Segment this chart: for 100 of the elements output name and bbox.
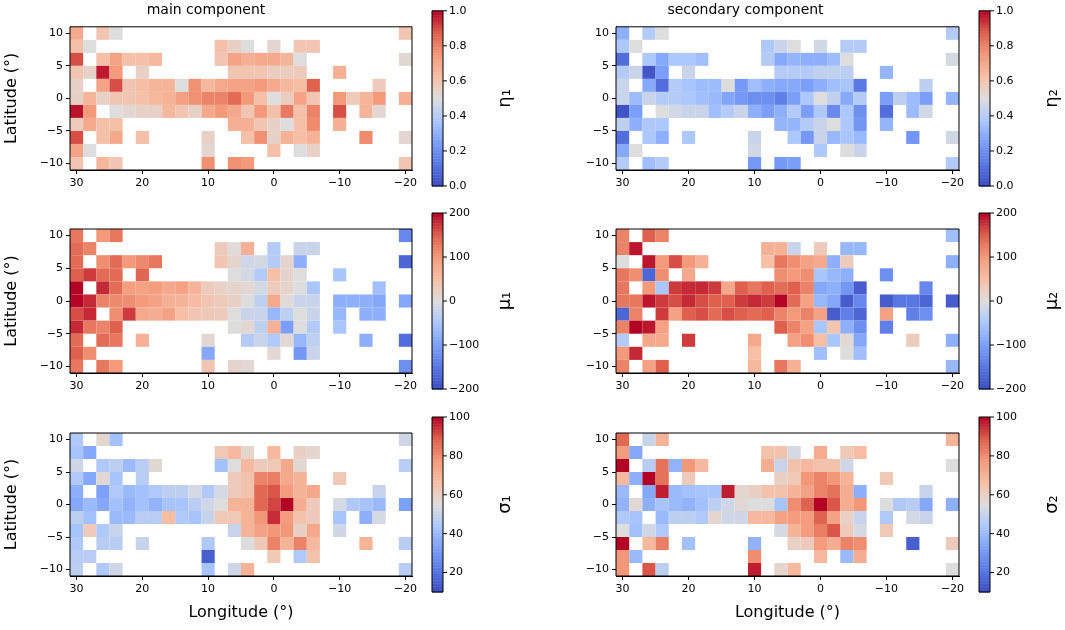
color-bar-label: 0.2 <box>449 143 467 157</box>
y-tick-label: 0 <box>602 91 609 105</box>
y-tick-label: −10 <box>39 359 63 373</box>
color-bar-label: 100 <box>996 409 1017 423</box>
y-tick-label: −5 <box>46 529 63 543</box>
y-tick-label: −10 <box>585 562 609 576</box>
color-bar-title: η₂ <box>1039 89 1061 108</box>
x-tick-label: 30 <box>69 582 84 596</box>
y-tick-label: 0 <box>602 497 609 511</box>
x-axis-title: Longitude (°) <box>188 601 294 621</box>
x-tick-label: −20 <box>940 379 965 393</box>
y-tick-label: −5 <box>592 529 609 543</box>
color-bar-title: σ₂ <box>1039 495 1061 514</box>
x-tick-label: 0 <box>270 582 278 596</box>
color-bar-title: σ₁ <box>492 495 514 514</box>
color-bar-label: −100 <box>449 337 480 351</box>
y-tick-label: 0 <box>56 91 63 105</box>
color-bar-label: 0.6 <box>996 73 1014 87</box>
y-tick-label: 10 <box>595 432 609 446</box>
x-tick-label: −10 <box>328 176 352 190</box>
color-bar-label: −200 <box>996 381 1027 395</box>
color-bar-title: μ₂ <box>1039 291 1061 311</box>
x-tick-label: 10 <box>747 176 762 190</box>
color-bar-label: 40 <box>996 526 1010 540</box>
color-bar-title: μ₁ <box>492 291 514 311</box>
color-bar-label: 100 <box>449 409 470 423</box>
color-bar-label: 0 <box>996 293 1003 307</box>
y-tick-label: 5 <box>602 464 609 478</box>
x-tick-label: −20 <box>940 176 965 190</box>
color-bar-label: 200 <box>449 205 470 219</box>
x-tick-label: −10 <box>328 582 352 596</box>
color-bar-label: 200 <box>996 205 1017 219</box>
y-tick-label: 5 <box>602 261 609 275</box>
y-tick-label: 0 <box>56 497 63 511</box>
y-tick-label: 10 <box>49 26 63 40</box>
y-tick-label: 5 <box>56 58 63 72</box>
x-tick-label: −20 <box>940 582 965 596</box>
x-tick-label: 0 <box>270 379 278 393</box>
x-tick-label: 20 <box>135 582 150 596</box>
x-tick-label: 20 <box>135 176 150 190</box>
x-tick-label: 30 <box>69 379 84 393</box>
x-tick-label: 30 <box>615 176 630 190</box>
y-axis-title: Latitude (°) <box>0 52 20 145</box>
y-tick-label: 10 <box>595 228 609 242</box>
x-tick-label: −20 <box>393 176 418 190</box>
color-bar-label: 60 <box>449 487 463 501</box>
y-tick-label: −10 <box>39 562 63 576</box>
color-bar-label: 20 <box>449 565 463 579</box>
x-tick-label: −10 <box>874 582 899 596</box>
color-bar-label: 20 <box>996 565 1010 579</box>
chart-title: main component <box>146 1 266 18</box>
y-axis-title: Latitude (°) <box>0 458 20 551</box>
x-tick-label: 0 <box>816 379 824 393</box>
color-bar-label: 0.6 <box>449 73 467 87</box>
x-tick-label: 20 <box>681 176 696 190</box>
y-tick-label: 5 <box>56 261 63 275</box>
y-tick-label: 5 <box>602 58 609 72</box>
color-bar-label: 40 <box>449 526 463 540</box>
x-tick-label: −20 <box>393 379 418 393</box>
y-tick-label: 5 <box>56 464 63 478</box>
x-tick-label: −10 <box>874 176 899 190</box>
x-tick-label: 20 <box>135 379 150 393</box>
x-tick-label: 10 <box>201 176 216 190</box>
y-tick-label: −10 <box>39 156 63 170</box>
color-bar-label: 100 <box>996 249 1017 263</box>
chart-title: secondary component <box>667 1 825 18</box>
color-bar-label: 0 <box>449 293 456 307</box>
x-tick-label: −10 <box>874 379 899 393</box>
color-bar-label: 80 <box>449 448 463 462</box>
y-tick-label: 10 <box>49 432 63 446</box>
y-tick-label: −10 <box>585 359 609 373</box>
y-tick-label: −5 <box>592 326 609 340</box>
color-bar-label: 0.2 <box>996 143 1014 157</box>
color-bar-label: 0.8 <box>449 38 467 52</box>
x-tick-label: −10 <box>328 379 352 393</box>
y-tick-label: −10 <box>585 156 609 170</box>
x-tick-label: 10 <box>747 582 762 596</box>
x-tick-label: 0 <box>816 582 824 596</box>
color-bar-label: 0.8 <box>996 38 1014 52</box>
x-tick-label: 30 <box>615 379 630 393</box>
color-bar-title: η₁ <box>492 89 514 108</box>
color-bar-label: 60 <box>996 487 1010 501</box>
y-tick-label: 10 <box>49 228 63 242</box>
x-tick-label: 10 <box>201 379 216 393</box>
color-bar-label: 80 <box>996 448 1010 462</box>
x-tick-label: 20 <box>681 379 696 393</box>
color-bar-label: 1.0 <box>449 3 467 17</box>
x-tick-label: 30 <box>69 176 84 190</box>
x-tick-label: 0 <box>816 176 824 190</box>
y-tick-label: 10 <box>595 26 609 40</box>
x-tick-label: 10 <box>201 582 216 596</box>
color-bar-label: −100 <box>996 337 1027 351</box>
x-tick-label: 10 <box>747 379 762 393</box>
y-tick-label: 0 <box>602 293 609 307</box>
color-bar-label: −200 <box>449 381 480 395</box>
x-tick-label: −20 <box>393 582 418 596</box>
color-bar-label: 0.0 <box>996 178 1014 192</box>
color-bar-label: 1.0 <box>996 3 1014 17</box>
y-tick-label: −5 <box>592 123 609 137</box>
y-tick-label: 0 <box>56 293 63 307</box>
